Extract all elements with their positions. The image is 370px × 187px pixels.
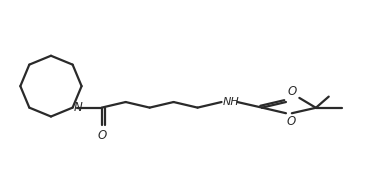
Text: O: O (287, 115, 296, 128)
Text: NH: NH (222, 97, 239, 107)
Text: O: O (287, 85, 296, 98)
Text: N: N (74, 101, 83, 114)
Text: O: O (97, 129, 106, 142)
